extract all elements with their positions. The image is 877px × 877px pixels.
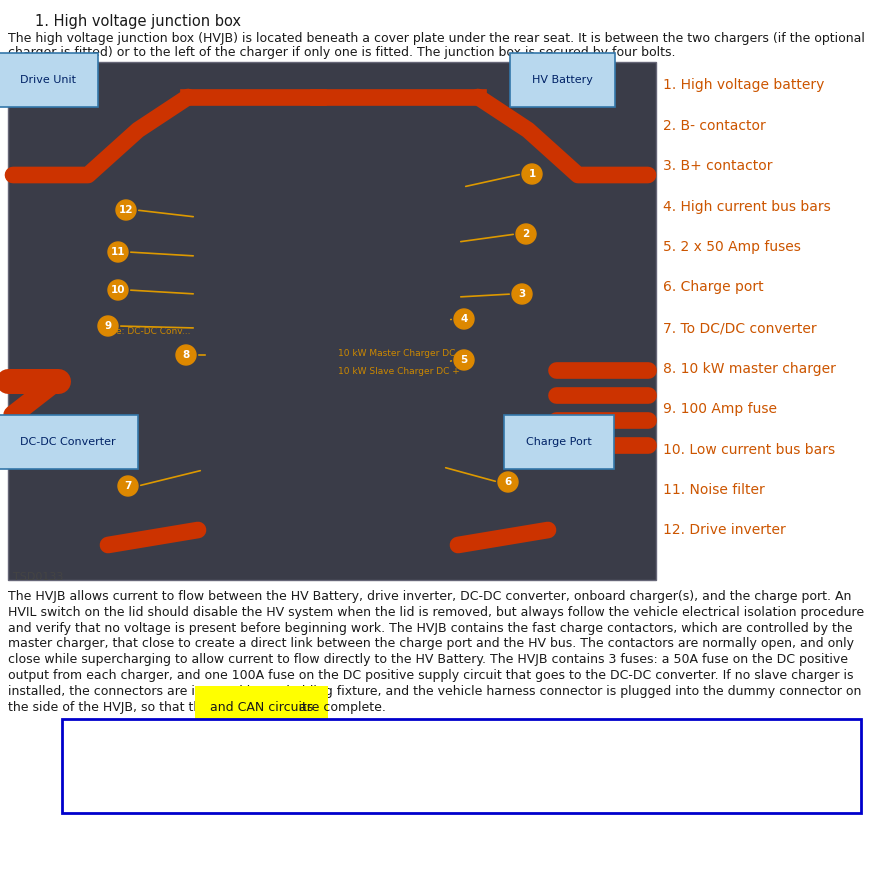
Text: Drive Unit: Drive Unit — [20, 75, 76, 85]
Text: 4. High current bus bars: 4. High current bus bars — [663, 199, 831, 213]
Bar — [8, 62, 656, 580]
Circle shape — [108, 242, 128, 262]
Text: 5. 2 x 50 Amp fuses: 5. 2 x 50 Amp fuses — [663, 240, 801, 254]
Text: The HVIL Loop is: The HVIL Loop is — [401, 786, 502, 798]
Text: HVIL switch on the lid should disable the HV system when the lid is removed, but: HVIL switch on the lid should disable th… — [8, 606, 864, 619]
Text: 6. Charge port: 6. Charge port — [663, 281, 764, 295]
Circle shape — [116, 200, 136, 220]
Text: 12. Drive inverter: 12. Drive inverter — [663, 524, 786, 538]
Text: installed, the connectors are inserted into a holding fixture, and the vehicle h: installed, the connectors are inserted i… — [8, 685, 861, 698]
Circle shape — [498, 472, 518, 492]
Text: 9. 100 Amp fuse: 9. 100 Amp fuse — [663, 402, 777, 416]
Text: The HVJB allows current to flow between the HV Battery, drive inverter, DC-DC co: The HVJB allows current to flow between … — [8, 590, 852, 603]
Text: close while supercharging to allow current to flow directly to the HV Battery. T: close while supercharging to allow curre… — [8, 653, 848, 667]
Text: 12: 12 — [118, 205, 133, 215]
Circle shape — [454, 350, 474, 370]
Circle shape — [118, 476, 138, 496]
Circle shape — [176, 345, 196, 365]
Text: 1. High voltage battery: 1. High voltage battery — [663, 78, 824, 92]
Text: 9: 9 — [104, 321, 111, 331]
Text: the side of the HVJB, so that the HVIL: the side of the HVJB, so that the HVIL — [8, 701, 241, 714]
Circle shape — [98, 316, 118, 336]
Text: 8: 8 — [182, 350, 189, 360]
Text: 11. Noise filter: 11. Noise filter — [663, 483, 765, 497]
Text: The high voltage junction box (HVJB) is located beneath a cover plate under the : The high voltage junction box (HVJB) is … — [8, 32, 865, 45]
Text: HV Battery: HV Battery — [532, 75, 593, 85]
Text: 10: 10 — [111, 285, 125, 295]
Text: 3. B+ contactor: 3. B+ contactor — [663, 159, 773, 173]
Text: Charge Port: Charge Port — [526, 437, 592, 447]
Text: 1. High voltage junction box: 1. High voltage junction box — [35, 14, 241, 29]
Text: 4: 4 — [460, 314, 467, 324]
Text: 10. Low current bus bars: 10. Low current bus bars — [663, 443, 835, 457]
Text: not: not — [483, 786, 503, 798]
Text: master charger, that close to create a direct link between the charge port and t: master charger, that close to create a d… — [8, 638, 854, 651]
Text: and CAN circuits: and CAN circuits — [210, 701, 313, 714]
Text: DC-DC Converter: DC-DC Converter — [20, 437, 116, 447]
Text: 6: 6 — [504, 477, 511, 487]
Text: output from each charger, and one 100A fuse on the DC positive supply circuit th: output from each charger, and one 100A f… — [8, 669, 853, 682]
Text: 10 kW Master Charger DC: 10 kW Master Charger DC — [338, 349, 455, 358]
Text: 8. 10 kW master charger: 8. 10 kW master charger — [663, 361, 836, 375]
Text: 7. To DC/DC converter: 7. To DC/DC converter — [663, 321, 816, 335]
Text: 11: 11 — [111, 247, 125, 257]
Text: The  highlighted portion is incorrect; the CAN pins 4 & 10 in harness WWMA2 are : The highlighted portion is incorrect; th… — [170, 736, 752, 748]
Text: and verify that no voltage is present before beginning work. The HVJB contains t: and verify that no voltage is present be… — [8, 622, 852, 635]
Circle shape — [522, 164, 542, 184]
Circle shape — [512, 284, 532, 304]
Circle shape — [454, 309, 474, 329]
Text: parallel, for a net resistance of 60 ohms.: parallel, for a net resistance of 60 ohm… — [341, 766, 581, 779]
Text: 5: 5 — [460, 355, 467, 365]
Text: 10 kW Slave Charger DC +: 10 kW Slave Charger DC + — [338, 367, 460, 376]
FancyBboxPatch shape — [62, 719, 861, 813]
Circle shape — [108, 280, 128, 300]
Text: 3: 3 — [518, 289, 525, 299]
Text: TSD0133: TSD0133 — [13, 572, 63, 582]
Text: 1: 1 — [528, 169, 536, 179]
Text: charger is fitted) or to the left of the charger if only one is fitted. The junc: charger is fitted) or to the left of the… — [8, 46, 675, 59]
Circle shape — [516, 224, 536, 244]
Text: are complete.: are complete. — [295, 701, 386, 714]
Text: 7: 7 — [125, 481, 132, 491]
Text: Fuse: DC-DC Conv...: Fuse: DC-DC Conv... — [101, 327, 190, 336]
Text: 2: 2 — [523, 229, 530, 239]
Text: CAN.: CAN. — [499, 786, 531, 798]
Text: 2. B- contactor: 2. B- contactor — [663, 118, 766, 132]
Text: the Rear HVJB dummy connector.  Only pins 3 & 9 HVIL are connected, to (3) 180 o: the Rear HVJB dummy connector. Only pins… — [173, 751, 751, 763]
